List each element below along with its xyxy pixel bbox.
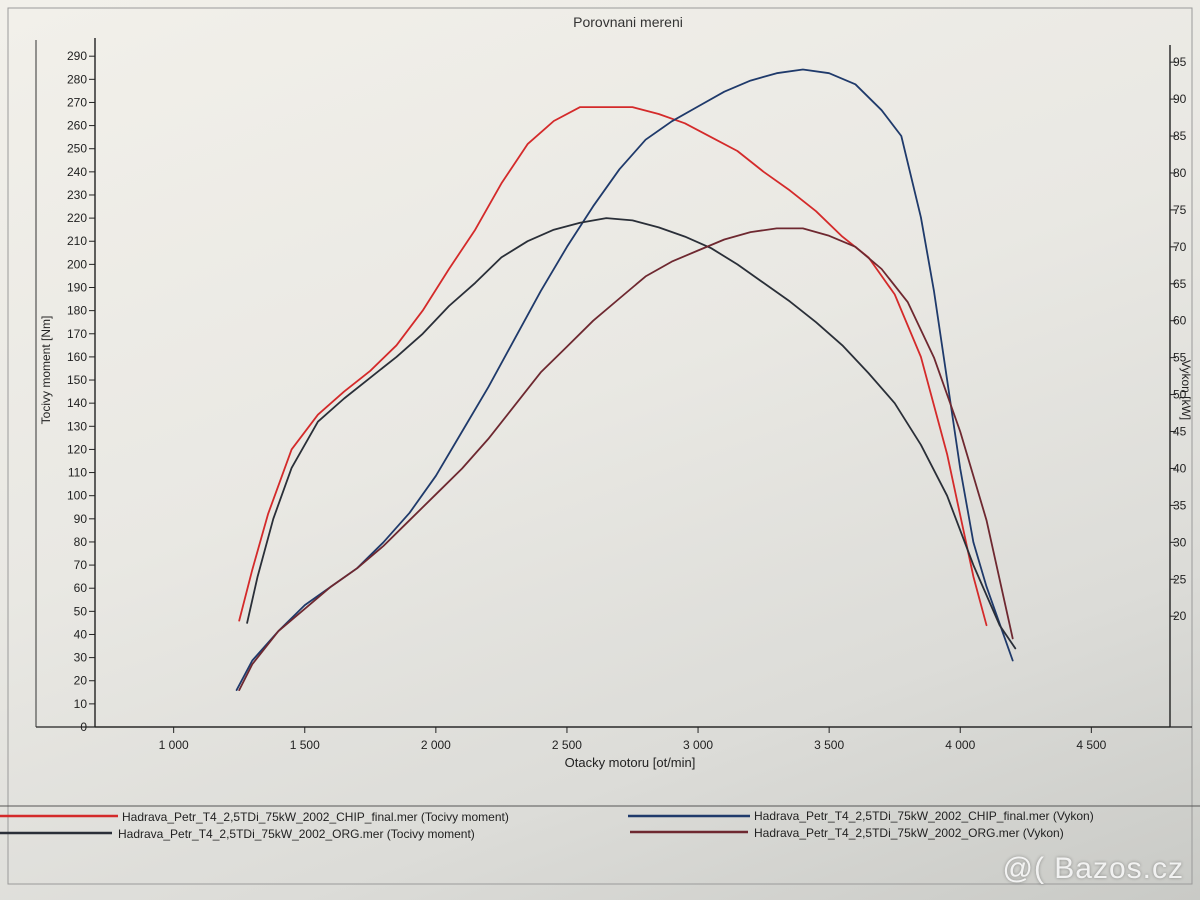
y2-tick-label-45: 45 <box>1173 425 1187 439</box>
y2-tick-label-85: 85 <box>1173 129 1187 143</box>
x-axis-ticks: 1 000 1 500 2 000 2 500 3 000 3 500 4 000 4 500 <box>159 727 1107 752</box>
series-lines <box>235 68 1017 691</box>
legend-entry-org-torque: Hadrava_Petr_T4_2,5TDi_75kW_2002_ORG.mer… <box>118 827 475 841</box>
y-tick-label-130: 130 <box>67 419 87 433</box>
y-tick-label-210: 210 <box>67 234 87 248</box>
left-axis-ticks: 0 10 20 30 40 50 60 70 80 90 100 110 120 130 140 150 160… <box>67 49 95 734</box>
y2-tick-label-25: 25 <box>1173 572 1187 586</box>
x-tick-label-1000: 1 000 <box>159 738 189 752</box>
legend-entry-chip-torque: Hadrava_Petr_T4_2,5TDi_75kW_2002_CHIP_fi… <box>122 810 509 824</box>
y2-tick-label-50: 50 <box>1173 388 1187 402</box>
y-tick-label-240: 240 <box>67 165 87 179</box>
y2-tick-label-65: 65 <box>1173 277 1187 291</box>
x-tick-label-4500: 4 500 <box>1076 738 1106 752</box>
y2-tick-label-55: 55 <box>1173 351 1187 365</box>
y-tick-label-200: 200 <box>67 257 87 271</box>
y2-tick-label-35: 35 <box>1173 498 1187 512</box>
y2-tick-label-30: 30 <box>1173 535 1187 549</box>
y-tick-label-30: 30 <box>74 651 88 665</box>
y-tick-label-80: 80 <box>74 535 88 549</box>
y-tick-label-40: 40 <box>74 627 88 641</box>
y2-tick-label-95: 95 <box>1173 55 1187 69</box>
y-tick-label-260: 260 <box>67 119 87 133</box>
series-line-chip-power <box>235 68 1014 691</box>
y-tick-label-90: 90 <box>74 512 88 526</box>
series-line-chip-torque <box>238 106 988 627</box>
y-tick-label-10: 10 <box>74 697 88 711</box>
y-tick-label-120: 120 <box>67 442 87 456</box>
y-tick-label-270: 270 <box>67 95 87 109</box>
y-tick-label-160: 160 <box>67 350 87 364</box>
paper-frame <box>7 7 1193 885</box>
y-tick-label-250: 250 <box>67 142 87 156</box>
y2-tick-label-80: 80 <box>1173 166 1187 180</box>
x-tick-label-2000: 2 000 <box>421 738 451 752</box>
chart-axes <box>35 38 1192 728</box>
y2-tick-label-60: 60 <box>1173 314 1187 328</box>
y-tick-label-70: 70 <box>74 558 88 572</box>
x-tick-label-3000: 3 000 <box>683 738 713 752</box>
y-tick-label-140: 140 <box>67 396 87 410</box>
legend-entry-org-power: Hadrava_Petr_T4_2,5TDi_75kW_2002_ORG.mer… <box>754 826 1064 840</box>
x-tick-label-3500: 3 500 <box>814 738 844 752</box>
y2-tick-label-20: 20 <box>1173 609 1187 623</box>
y2-tick-label-90: 90 <box>1173 92 1187 106</box>
y-tick-label-20: 20 <box>74 674 88 688</box>
y-tick-label-290: 290 <box>67 49 87 63</box>
y-tick-label-180: 180 <box>67 304 87 318</box>
site-watermark: @( Bazos.cz <box>1002 852 1184 885</box>
y2-tick-label-40: 40 <box>1173 461 1187 475</box>
y-tick-label-190: 190 <box>67 281 87 295</box>
y-tick-label-280: 280 <box>67 72 87 86</box>
chart-title: Porovnani mereni <box>573 14 683 30</box>
y-tick-label-230: 230 <box>67 188 87 202</box>
x-tick-label-4000: 4 000 <box>945 738 975 752</box>
y-tick-label-150: 150 <box>67 373 87 387</box>
y-axis-label: Tocivy moment [Nm] <box>39 316 53 425</box>
series-line-org-torque <box>246 217 1017 650</box>
y-tick-label-50: 50 <box>74 604 88 618</box>
legend-entry-chip-power: Hadrava_Petr_T4_2,5TDi_75kW_2002_CHIP_fi… <box>754 809 1094 823</box>
y2-tick-label-70: 70 <box>1173 240 1187 254</box>
y-tick-label-110: 110 <box>68 466 87 480</box>
x-tick-label-2500: 2 500 <box>552 738 582 752</box>
y-tick-label-100: 100 <box>67 489 87 503</box>
right-axis-ticks: 20 25 30 35 40 45 50 55 60 65 70 75 80 85 90 95 <box>1170 55 1187 623</box>
y-tick-label-170: 170 <box>67 327 87 341</box>
x-tick-label-1500: 1 500 <box>290 738 320 752</box>
y-tick-label-0: 0 <box>80 720 87 734</box>
y2-axis-label: Vykon [kW] <box>1179 360 1193 420</box>
series-line-org-power <box>238 227 1014 691</box>
y2-tick-label-75: 75 <box>1173 203 1187 217</box>
chart-legend: Hadrava_Petr_T4_2,5TDi_75kW_2002_CHIP_fi… <box>0 805 1200 841</box>
x-axis-label: Otacky motoru [ot/min] <box>565 755 696 770</box>
y-tick-label-220: 220 <box>67 211 87 225</box>
y-tick-label-60: 60 <box>74 581 88 595</box>
